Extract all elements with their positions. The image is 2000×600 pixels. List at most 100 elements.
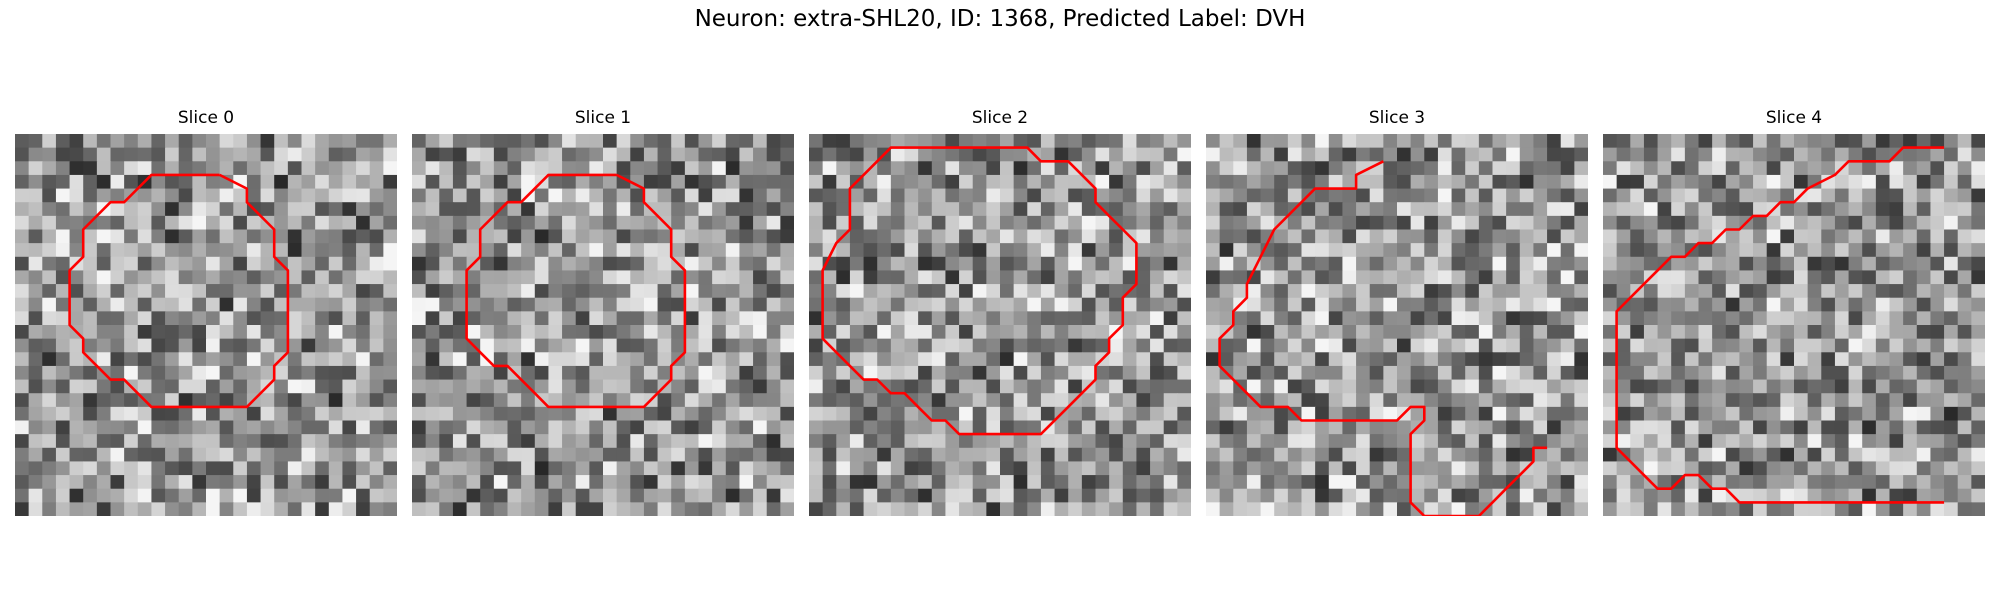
pixel [383, 475, 397, 490]
pixel [466, 325, 481, 340]
pixel [698, 202, 713, 217]
pixel [1122, 134, 1138, 149]
pixel [671, 147, 686, 162]
pixel [1930, 188, 1945, 203]
pixel [1397, 393, 1412, 408]
pixel [589, 243, 604, 258]
pixel [1944, 188, 1959, 203]
pixel [1233, 161, 1248, 176]
pixel [1739, 256, 1754, 272]
pixel [1315, 174, 1330, 190]
pixel [287, 447, 303, 463]
pixel [1753, 338, 1768, 353]
pixel [1206, 406, 1221, 422]
pixel [918, 174, 933, 190]
pixel [28, 311, 43, 326]
pixel [1889, 379, 1904, 394]
pixel [684, 352, 700, 367]
pixel [55, 434, 71, 449]
pixel [1095, 215, 1110, 231]
pixel [521, 461, 536, 476]
pixel [780, 352, 794, 367]
pixel [739, 502, 754, 516]
pixel [192, 365, 207, 381]
pixel [1848, 215, 1863, 231]
pixel [233, 297, 248, 312]
pixel [890, 147, 906, 162]
pixel [69, 229, 84, 244]
pixel [507, 338, 522, 353]
pixel [1040, 434, 1056, 449]
pixel [1533, 311, 1548, 326]
pixel [725, 188, 741, 203]
pixel [630, 229, 645, 244]
pixel [369, 475, 384, 490]
pixel [1739, 447, 1754, 463]
pixel [1342, 325, 1357, 340]
pixel [1301, 461, 1316, 476]
pixel [1397, 475, 1412, 490]
pixel [1437, 406, 1453, 422]
pixel [1616, 379, 1631, 394]
slice-panel-4: Slice 4 [1603, 108, 1985, 522]
pixel [1780, 161, 1795, 176]
pixel [1122, 434, 1138, 449]
pixel [1000, 502, 1015, 516]
pixel [369, 134, 384, 149]
pixel [315, 256, 330, 272]
pixel [959, 434, 974, 449]
pixel [83, 147, 98, 162]
pixel [1027, 420, 1042, 435]
pixel [822, 434, 837, 449]
pixel [1492, 270, 1507, 285]
pixel [809, 447, 824, 463]
pixel [466, 174, 481, 190]
pixel [1013, 311, 1028, 326]
pixel [1698, 202, 1713, 217]
pixel [466, 229, 481, 244]
pixel [1821, 502, 1836, 516]
pixel [972, 229, 987, 244]
pixel [42, 352, 57, 367]
pixel [1013, 174, 1028, 190]
pixel [1725, 161, 1741, 176]
pixel [42, 297, 57, 312]
pixel [1698, 243, 1713, 258]
pixel [671, 488, 686, 503]
pixel [863, 202, 878, 217]
pixel [1274, 284, 1289, 299]
pixel [780, 215, 794, 231]
pixel [1971, 352, 1985, 367]
pixel [369, 447, 384, 463]
pixel [69, 188, 84, 203]
pixel [521, 502, 536, 516]
pixel [1424, 134, 1439, 149]
pixel [412, 365, 427, 381]
pixel [822, 365, 837, 381]
pixel [1301, 256, 1316, 272]
pixel [1136, 393, 1151, 408]
pixel [671, 447, 686, 463]
pixel [15, 134, 30, 149]
pixel [301, 379, 316, 394]
pixel [342, 352, 357, 367]
pixel [1916, 202, 1932, 217]
pixel [412, 352, 427, 367]
pixel [1177, 502, 1191, 516]
pixel [1903, 365, 1918, 381]
pixel [589, 215, 604, 231]
pixel [1356, 311, 1371, 326]
pixel [809, 284, 824, 299]
pixel [725, 311, 741, 326]
pixel [822, 406, 837, 422]
pixel [1698, 447, 1713, 463]
pixel [945, 393, 960, 408]
pixel [1930, 297, 1945, 312]
pixel [328, 461, 344, 476]
pixel [480, 434, 495, 449]
pixel [877, 311, 892, 326]
pixel [1315, 215, 1330, 231]
pixel [1437, 202, 1453, 217]
pixel [83, 229, 98, 244]
pixel [274, 202, 289, 217]
